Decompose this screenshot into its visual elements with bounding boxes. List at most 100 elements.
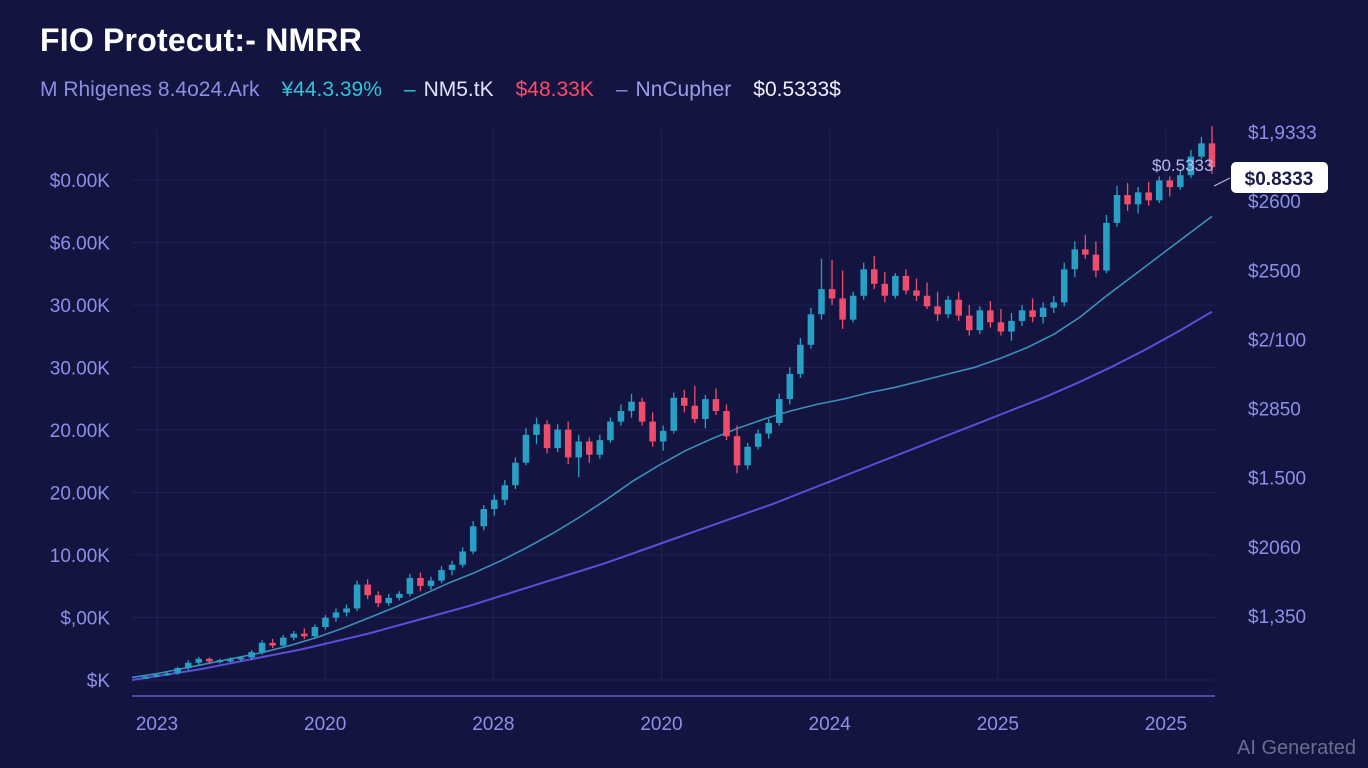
y-axis-left-tick-label: $K: [87, 671, 111, 692]
candle-body: [775, 399, 783, 423]
candle-body: [976, 310, 984, 331]
x-axis-tick-label: 2024: [809, 714, 852, 735]
candle-body: [1071, 249, 1079, 270]
candle-body: [1177, 175, 1184, 188]
ma-long-series: [131, 310, 1213, 681]
candle-body: [965, 315, 973, 331]
last-price-annotation: $0.5333: [1152, 156, 1213, 175]
legend-symbol-label: M Rhigenes 8.4o24.Ark: [40, 78, 260, 101]
candle-body: [459, 551, 466, 565]
candle-body: [1092, 254, 1100, 271]
candle-body: [723, 411, 730, 437]
candle-body: [206, 658, 213, 662]
candle-body: [659, 430, 667, 442]
candle-body: [902, 275, 910, 291]
candle-body: [522, 434, 530, 463]
candle-body: [944, 299, 952, 315]
candle-body: [849, 295, 857, 320]
candle-body: [892, 275, 899, 296]
candle-body: [744, 446, 751, 466]
price-pointer-line: [1213, 177, 1231, 187]
candle-body: [1008, 320, 1015, 332]
candle-body: [385, 597, 393, 604]
candle-body: [248, 652, 255, 658]
candle-body: [501, 485, 509, 500]
candle-body: [1134, 192, 1142, 205]
candle-body: [617, 411, 625, 422]
candle-body: [955, 299, 962, 316]
x-axis-tick-label: 2028: [472, 714, 514, 735]
candle-body: [818, 289, 825, 315]
candle-body: [216, 660, 224, 663]
y-axis-right-tick-label: $2/100: [1248, 330, 1306, 351]
chart-axes: $0.00K $6.00K 30.00K 30.00K 20.00K 20.00K 10.0…: [50, 123, 1317, 735]
candle-body: [702, 399, 709, 419]
candle-body: [1113, 195, 1121, 223]
ma-long-line: [131, 310, 1213, 681]
candle-body: [184, 662, 192, 669]
y-axis-right-tick-label: $2850: [1248, 400, 1301, 421]
candle-body: [195, 658, 203, 663]
candle-body: [417, 577, 424, 586]
candle-body: [733, 436, 741, 466]
candle-body: [881, 283, 889, 296]
legend-series-dash-icon: –: [615, 78, 628, 101]
candle-body: [258, 642, 266, 653]
candle-body: [406, 577, 414, 594]
candle-body: [1124, 195, 1131, 205]
y-axis-left-tick-label: 20.00K: [50, 484, 111, 505]
candle-body: [1198, 143, 1205, 157]
y-axis-right-tick-label: $2500: [1248, 261, 1301, 282]
candle-body: [353, 584, 361, 609]
candle-body: [237, 657, 245, 660]
candle-body: [142, 676, 150, 679]
candle-body: [987, 310, 994, 323]
y-axis-left-tick-label: 20.00K: [50, 421, 111, 442]
candle-body: [269, 642, 276, 646]
x-axis-tick-label: 2025: [977, 714, 1019, 735]
candle-body: [1166, 180, 1174, 188]
candle-body: [797, 344, 804, 374]
candle-body: [480, 509, 488, 527]
candle-body: [491, 499, 498, 510]
chart-title: FIO Protecut:- NMRR: [40, 22, 363, 58]
candle-body: [533, 424, 540, 435]
candle-body: [765, 422, 772, 434]
y-axis-left-tick-label: $0.00K: [50, 171, 111, 192]
legend-price-value: $0.5333$: [753, 78, 841, 101]
candle-body: [438, 570, 445, 581]
y-axis-right-tick-label: $2060: [1248, 538, 1301, 559]
ma-short-line: [131, 215, 1213, 679]
candle-body: [860, 269, 867, 296]
y-axis-left-tick-label: 10.00K: [50, 546, 111, 567]
candle-body: [1060, 269, 1068, 303]
candle-body: [343, 608, 350, 613]
candle-body: [712, 399, 720, 412]
candle-body: [870, 269, 878, 284]
candle-body: [1039, 307, 1047, 317]
y-axis-right-tick-label: $1.500: [1248, 469, 1306, 490]
candle-body: [512, 462, 519, 486]
candle-body: [607, 421, 614, 441]
candle-body: [628, 401, 635, 412]
candle-body: [681, 397, 688, 406]
candle-body: [174, 668, 181, 674]
y-axis-left-tick-label: 30.00K: [50, 359, 111, 380]
last-price-badge-label: $0.8333: [1245, 169, 1314, 190]
candle-body: [754, 433, 762, 447]
candle-body: [786, 373, 794, 400]
candle-body: [997, 322, 1005, 332]
candle-body: [554, 429, 561, 449]
candle-body: [1082, 249, 1089, 255]
candle-body: [1145, 192, 1152, 201]
candle-body: [279, 637, 287, 646]
legend-series-name: NnCupher: [635, 78, 732, 101]
candle-body: [1103, 222, 1110, 271]
candle-body: [163, 673, 171, 676]
legend-high-value: NM5.tK: [423, 78, 494, 101]
candle-body: [396, 593, 403, 598]
candle-body: [227, 659, 234, 662]
candle-body: [913, 290, 920, 296]
candle-body: [469, 526, 477, 552]
